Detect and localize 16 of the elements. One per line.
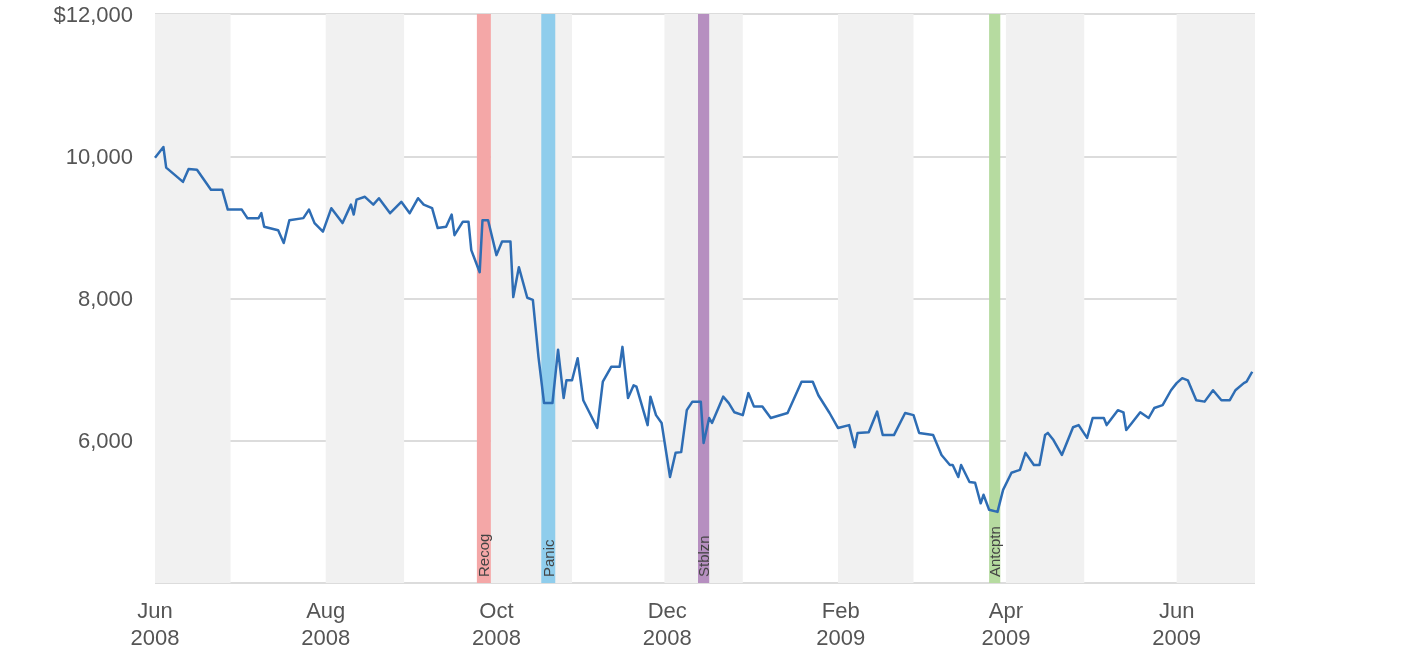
x-tick-label: Apr 2009	[981, 598, 1031, 650]
y-tick-label: 6,000	[77, 428, 133, 454]
band-label: Recog	[475, 533, 493, 577]
x-tick-label: Jun 2008	[130, 598, 180, 650]
x-tick-label: Oct 2008	[472, 598, 521, 650]
y-tick-label: 10,000	[65, 143, 133, 169]
x-tick-label: Jun 2009	[1152, 598, 1202, 650]
y-tick-label: $12,000	[53, 1, 133, 27]
band-label: Panic	[539, 538, 557, 577]
y-tick-label: 8,000	[77, 286, 133, 311]
band-label: Antcptn	[986, 526, 1004, 577]
x-tick-label: Dec 2008	[642, 598, 692, 650]
x-tick-label: Feb 2009	[816, 598, 866, 650]
band-label: Stblzn	[695, 535, 713, 577]
x-tick-label: Aug 2008	[301, 598, 351, 650]
line-series	[153, 145, 1254, 514]
